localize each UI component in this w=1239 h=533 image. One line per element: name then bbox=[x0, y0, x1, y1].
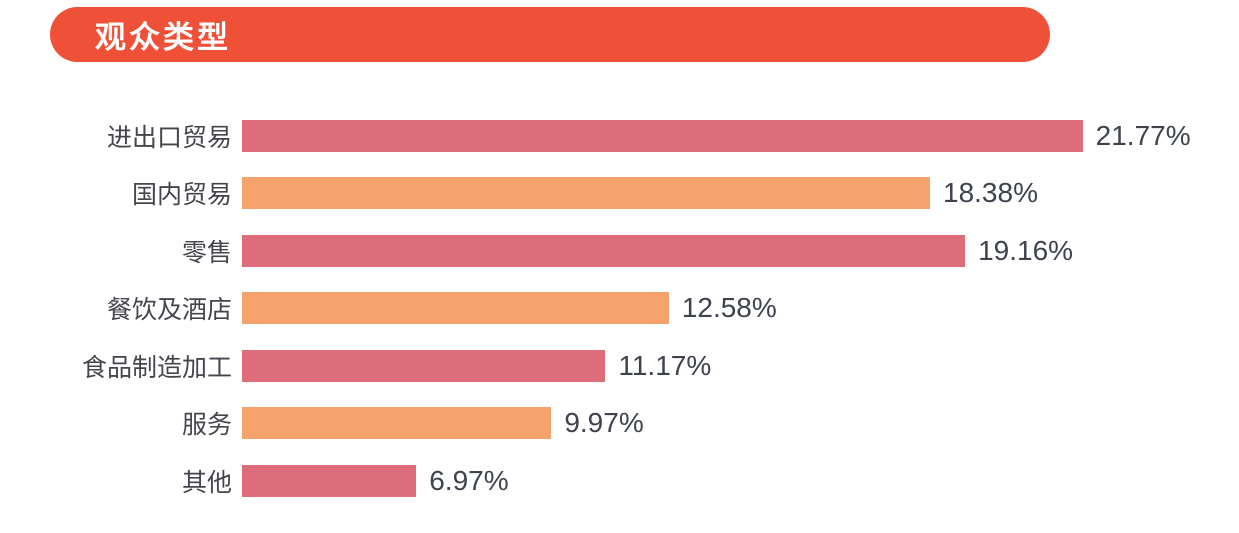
value-label: 12.58% bbox=[681, 292, 777, 324]
bar-area: 9.97% bbox=[242, 407, 1102, 440]
bar-area: 6.97% bbox=[242, 464, 1102, 497]
chart-row: 食品制造加工 11.17% bbox=[0, 337, 1239, 395]
category-label: 食品制造加工 bbox=[81, 353, 232, 382]
value-label: 18.38% bbox=[943, 177, 1038, 209]
bar bbox=[242, 407, 552, 440]
section-title: 观众类型 bbox=[95, 20, 231, 55]
section-header-banner: 观众类型 bbox=[50, 7, 1050, 62]
bar-area: 12.58% bbox=[242, 292, 1102, 325]
bar bbox=[242, 119, 1083, 152]
value-label: 21.77% bbox=[1095, 119, 1191, 151]
audience-type-bar-chart: 进出口贸易 21.77% 国内贸易 18.38% 零售 19.16% 餐饮及酒店… bbox=[0, 107, 1239, 510]
chart-row: 服务 9.97% bbox=[0, 395, 1239, 453]
bar-area: 11.17% bbox=[242, 349, 1102, 382]
category-label: 进出口贸易 bbox=[106, 123, 232, 152]
category-label: 餐饮及酒店 bbox=[106, 296, 232, 325]
bar bbox=[242, 177, 930, 210]
value-label: 11.17% bbox=[618, 349, 712, 381]
bar-area: 19.16% bbox=[242, 234, 1102, 267]
bar bbox=[242, 464, 417, 497]
category-label: 国内贸易 bbox=[131, 181, 232, 210]
bar-area: 18.38% bbox=[242, 177, 1102, 210]
bar bbox=[242, 292, 669, 325]
bar-area: 21.77% bbox=[242, 119, 1191, 152]
bar bbox=[242, 349, 606, 382]
bar bbox=[242, 234, 966, 267]
value-label: 6.97% bbox=[429, 464, 509, 496]
value-label: 19.16% bbox=[978, 234, 1074, 266]
value-label: 9.97% bbox=[564, 407, 644, 439]
chart-row: 进出口贸易 21.77% bbox=[0, 107, 1239, 165]
chart-row: 其他 6.97% bbox=[0, 452, 1239, 510]
chart-row: 零售 19.16% bbox=[0, 222, 1239, 280]
chart-row: 餐饮及酒店 12.58% bbox=[0, 280, 1239, 338]
category-label: 其他 bbox=[181, 468, 232, 497]
category-label: 服务 bbox=[181, 411, 232, 440]
category-label: 零售 bbox=[181, 238, 232, 267]
chart-row: 国内贸易 18.38% bbox=[0, 165, 1239, 223]
